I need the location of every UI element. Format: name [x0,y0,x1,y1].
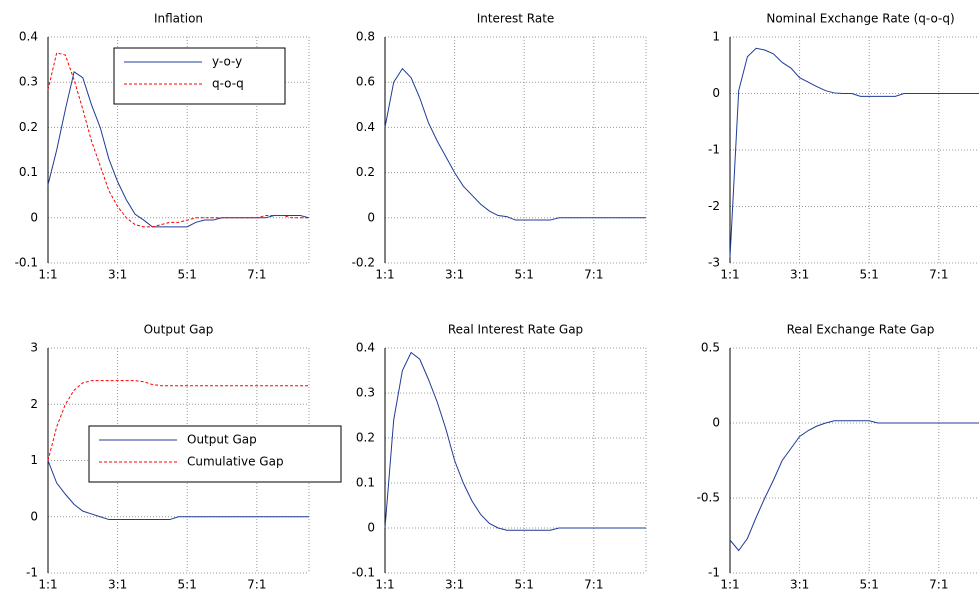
x-tick-label: 5:1 [178,578,197,592]
chart-title: Interest Rate [477,12,555,26]
y-tick-label: -3 [708,256,720,270]
line-series [384,67,646,221]
y-tick-label: 0.3 [356,386,375,400]
y-tick-label: 0 [712,416,720,430]
x-tick-label: 5:1 [860,578,879,592]
line-series [384,351,646,531]
legend-box [88,425,342,483]
x-tick-label: 7:1 [929,578,948,592]
line-series [47,380,309,461]
chart-title: Real Exchange Rate Gap [787,323,935,337]
y-tick-label: 0.5 [701,341,720,355]
x-tick-label: 3:1 [108,268,127,282]
y-tick-label: -1 [708,566,720,580]
line-series [47,70,310,228]
y-tick-label: 1 [712,30,720,44]
line-series [729,420,979,552]
line-series [729,47,979,258]
x-tick-label: 1:1 [38,578,57,592]
x-tick-label: 3:1 [108,578,127,592]
x-tick-label: 5:1 [860,268,879,282]
x-tick-label: 7:1 [584,578,603,592]
y-tick-label: 3 [30,341,38,355]
y-tick-label: 0.2 [356,431,375,445]
y-tick-label: 0.4 [356,341,375,355]
legend-box [113,47,286,105]
y-tick-label: 0.6 [356,75,375,89]
y-tick-label: 0 [367,521,375,535]
y-tick-label: 1 [30,453,38,467]
y-tick-label: 0.1 [356,476,375,490]
x-tick-label: 3:1 [445,578,464,592]
x-tick-label: 5:1 [515,268,534,282]
line-series [47,460,309,521]
chart-title: Output Gap [144,323,214,337]
y-tick-label: 0.3 [19,75,38,89]
x-tick-label: 7:1 [584,268,603,282]
legend-label: Cumulative Gap [187,455,284,469]
x-tick-label: 5:1 [178,268,197,282]
y-tick-label: 0 [30,509,38,523]
x-tick-label: 7:1 [247,268,266,282]
line-series [47,52,309,228]
y-tick-label: 0.4 [19,30,38,44]
y-tick-label: -0.1 [15,256,38,270]
y-tick-label: -1 [26,566,38,580]
legend-label: Output Gap [187,433,257,447]
x-tick-label: 1:1 [375,268,394,282]
y-tick-label: 0.4 [356,120,375,134]
y-tick-label: -0.2 [352,256,375,270]
x-tick-label: 1:1 [720,578,739,592]
x-tick-label: 3:1 [790,268,809,282]
chart-title: Real Interest Rate Gap [448,323,583,337]
y-tick-label: -0.5 [697,491,720,505]
y-tick-label: 0.2 [19,120,38,134]
x-tick-label: 1:1 [375,578,394,592]
x-tick-label: 7:1 [929,268,948,282]
x-tick-label: 1:1 [38,268,57,282]
y-tick-label: 0 [30,210,38,224]
legend-label: y-o-y [212,55,242,69]
y-tick-label: 0 [367,210,375,224]
y-tick-label: -2 [708,199,720,213]
y-tick-label: 0.1 [19,165,38,179]
x-tick-label: 1:1 [720,268,739,282]
x-tick-label: 7:1 [247,578,266,592]
y-tick-label: 0.8 [356,30,375,44]
y-tick-label: 2 [30,397,38,411]
x-tick-label: 5:1 [515,578,534,592]
chart-title: Nominal Exchange Rate (q-o-q) [766,12,954,26]
y-tick-label: -1 [708,143,720,157]
y-tick-label: 0.2 [356,165,375,179]
legend-label: q-o-q [212,77,244,91]
chart-title: Inflation [154,12,203,26]
x-tick-label: 3:1 [445,268,464,282]
x-tick-label: 3:1 [790,578,809,592]
y-tick-label: -0.1 [352,566,375,580]
y-tick-label: 0 [712,86,720,100]
